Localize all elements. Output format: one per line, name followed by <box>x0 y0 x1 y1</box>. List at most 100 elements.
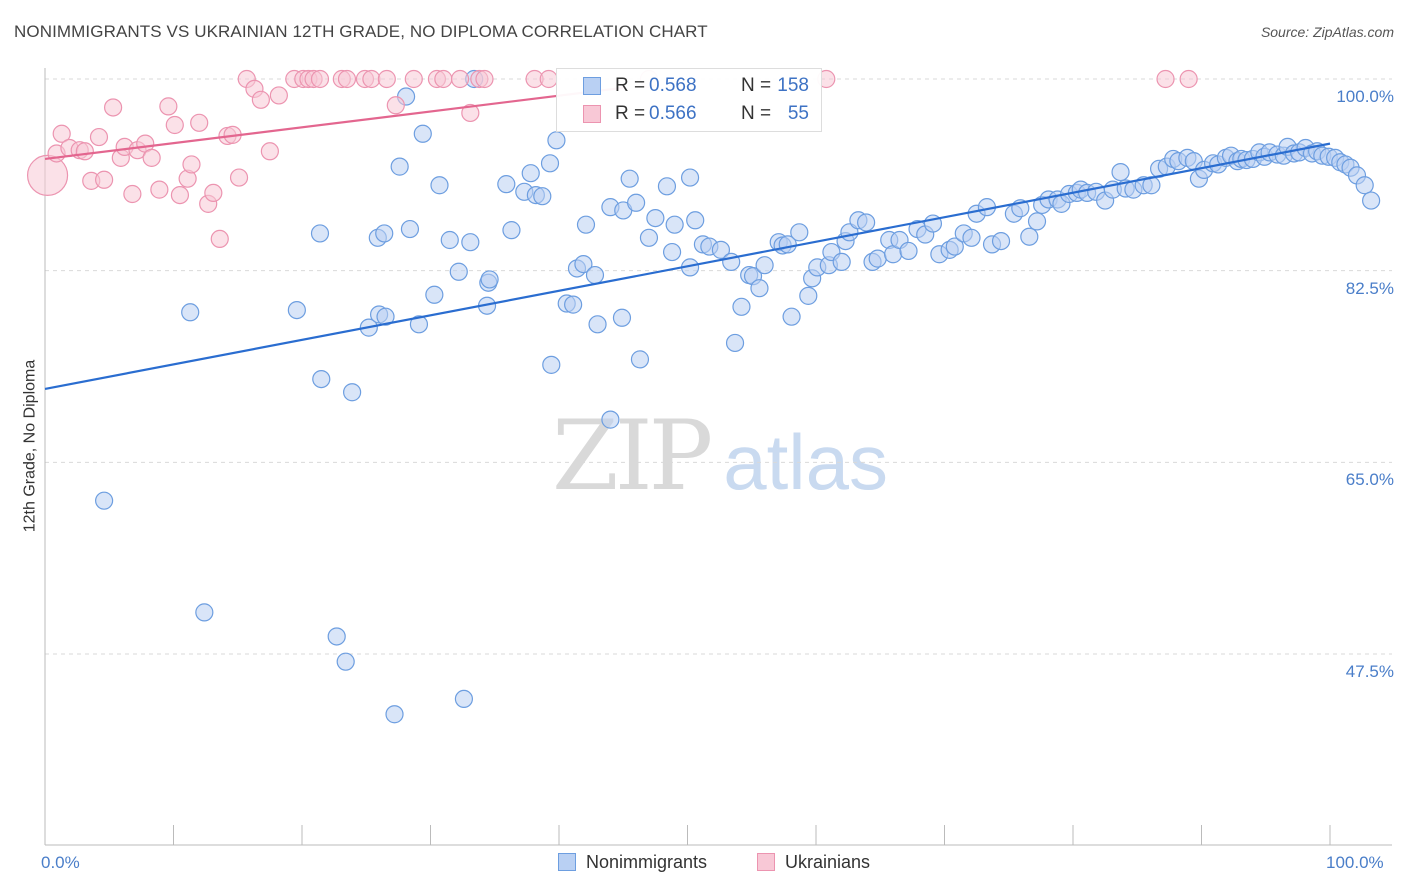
ukrainians-point <box>170 185 190 205</box>
nonimmigrants-point <box>945 237 964 256</box>
nonimmigrants-point <box>991 231 1011 251</box>
stats-legend: R = 0.568 N = 158 R = 0.566 N = 55 <box>556 68 822 132</box>
ukrainians-point <box>89 127 109 147</box>
nonimmigrants-point <box>574 254 593 274</box>
x-tick-label: 0.0% <box>41 853 80 872</box>
nonimmigrants-point <box>287 300 306 320</box>
nonimmigrants-point <box>732 297 751 316</box>
nonimmigrants-point <box>1020 227 1039 246</box>
nonimmigrants-point <box>1362 191 1381 210</box>
nonimmigrants-point <box>480 270 499 289</box>
y-axis-label: 12th Grade, No Diploma <box>21 359 38 533</box>
nonimmigrants-point <box>449 262 468 281</box>
nonimmigrants-point <box>1355 176 1374 195</box>
nonimmigrants-point <box>686 211 705 230</box>
nonimmigrants-point <box>1027 212 1047 231</box>
nonimmigrants-point <box>899 241 918 261</box>
nonimmigrants-point <box>1111 162 1130 182</box>
y-tick-label: 65.0% <box>1345 470 1394 490</box>
nonimmigrants-point <box>540 154 560 173</box>
ukrainians-trend-line <box>44 86 624 161</box>
ukrainians-point <box>450 69 470 89</box>
ukrainians-point <box>1156 69 1175 89</box>
nonimmigrants-point <box>181 303 200 322</box>
nonimmigrants-point <box>868 249 887 268</box>
nonimmigrants-point <box>400 219 420 239</box>
ukrainians-point <box>310 69 330 89</box>
ukrainians-point <box>362 69 381 89</box>
ukrainians-point <box>539 69 558 89</box>
bottom-legend-swatch-blue <box>558 853 576 871</box>
nonimmigrants-point <box>343 383 362 402</box>
bottom-legend-nonimmigrants: Nonimmigrants <box>558 852 707 873</box>
nonimmigrants-point <box>542 355 561 374</box>
ukrainians-point <box>260 142 279 161</box>
legend-row-ukrainians: R = 0.566 N = 55 <box>557 101 821 129</box>
chart-title: NONIMMIGRANTS VS UKRAINIAN 12TH GRADE, N… <box>14 22 708 41</box>
nonimmigrants-point <box>646 208 665 228</box>
nonimmigrants-point <box>461 233 480 252</box>
nonimmigrants-point <box>725 333 745 353</box>
ukrainians-point <box>95 170 114 189</box>
ukrainians-point <box>386 96 405 115</box>
ukrainians-point <box>1179 69 1198 89</box>
nonimmigrants-point <box>620 169 639 188</box>
source-credit: Source: ZipAtlas.com <box>1260 24 1394 40</box>
ukrainians-point <box>182 155 201 174</box>
ukrainians-point <box>404 69 423 89</box>
y-axis-label-wrap: 12th Grade, No Diploma <box>18 0 42 892</box>
y-tick-label: 100.0% <box>1336 87 1394 106</box>
nonimmigrants-point <box>962 228 981 247</box>
nonimmigrants-point <box>390 157 409 176</box>
legend-r-value: 0.568 <box>649 75 697 96</box>
ukrainians-point <box>377 69 396 89</box>
nonimmigrants-point <box>662 242 682 262</box>
ukrainians-point <box>104 98 123 117</box>
nonimmigrants-point <box>857 213 876 232</box>
nonimmigrants-point <box>440 230 459 250</box>
nonimmigrants-point <box>533 187 552 206</box>
nonimmigrants-point <box>576 215 596 234</box>
x-tick-label: 100.0% <box>1326 853 1384 872</box>
legend-n-label: N = <box>741 103 772 124</box>
bottom-legend-swatch-pink <box>757 853 775 871</box>
ukrainians-point <box>52 124 71 143</box>
ukrainians-point <box>210 229 229 249</box>
nonimmigrants-trend-line <box>44 142 1331 391</box>
watermark-zip: ZIP <box>552 400 713 512</box>
nonimmigrants-point <box>310 224 330 243</box>
legend-r-label: R = <box>615 103 646 124</box>
ukrainians-point <box>475 69 494 89</box>
nonimmigrants-point <box>626 193 646 212</box>
nonimmigrants-point <box>336 652 355 671</box>
nonimmigrants-point <box>497 175 516 194</box>
ukrainians-point <box>337 69 357 89</box>
nonimmigrants-point <box>588 315 607 334</box>
nonimmigrants-point <box>425 285 444 304</box>
bottom-legend-label: Ukrainians <box>785 852 871 872</box>
nonimmigrants-point <box>832 252 851 272</box>
legend-n-value: 55 <box>787 103 809 124</box>
nonimmigrants-point <box>790 223 809 242</box>
legend-swatch-blue <box>583 77 601 95</box>
nonimmigrants-point <box>502 221 521 240</box>
nonimmigrants-point <box>799 286 818 305</box>
nonimmigrants-point <box>454 689 474 709</box>
nonimmigrants-point <box>680 168 700 187</box>
nonimmigrants-point <box>547 131 566 150</box>
ukrainians-point <box>75 142 94 161</box>
nonimmigrants-point <box>782 307 801 326</box>
nonimmigrants-point <box>750 279 769 298</box>
ukrainians-point <box>251 90 270 109</box>
nonimmigrants-point <box>585 265 605 285</box>
nonimmigrants-point <box>413 124 432 143</box>
ukrainians-point <box>150 180 169 199</box>
nonimmigrants-point <box>564 295 583 314</box>
nonimmigrants-point <box>630 350 650 369</box>
nonimmigrants-point <box>601 410 620 429</box>
ukrainians-point <box>229 168 249 187</box>
legend-n-value: 158 <box>777 75 809 96</box>
ukrainians-point <box>434 69 453 89</box>
nonimmigrants-point <box>95 491 114 510</box>
